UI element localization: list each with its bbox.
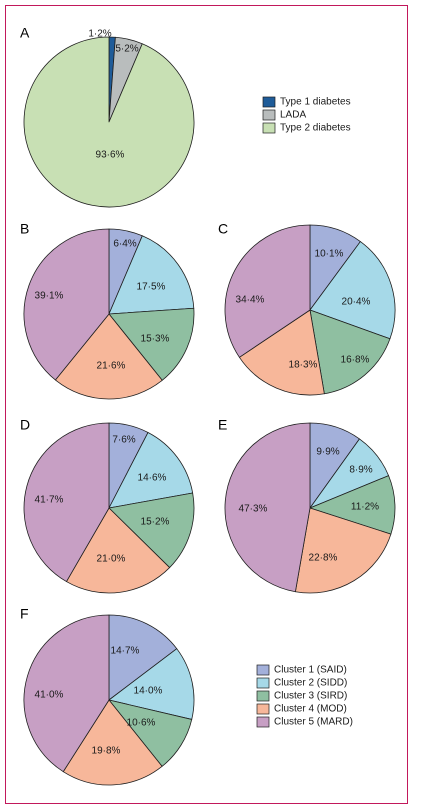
slice-label-b-1: 6·4% (113, 239, 136, 250)
panel-letter-b: B (20, 221, 29, 237)
pie-slice-b-4 (54, 313, 163, 400)
legend-swatch-f-4 (256, 703, 270, 715)
pie-slice-f-5 (23, 614, 110, 773)
legend-label-f-3: Cluster 3 (SIRD) (274, 691, 347, 702)
pie-slice-e-5 (224, 422, 311, 593)
pie-slice-c-5 (224, 224, 311, 358)
panel-letter-f: F (20, 606, 29, 622)
pie-slice-b-2 (108, 235, 195, 315)
pie-slice-a-3 (23, 36, 195, 208)
legend-swatch-f-2 (256, 677, 270, 689)
legend-f: Cluster 1 (SAID) Cluster 2 (SIDD) Cluster … (256, 664, 353, 728)
pie-slice-d-2 (108, 432, 194, 509)
legend-label-f-4: Cluster 4 (MOD) (274, 704, 347, 715)
pie-slice-c-3 (309, 309, 391, 395)
pie-slice-f-1 (108, 614, 178, 701)
slice-label-e-3: 11·2% (351, 502, 379, 513)
legend-swatch-a-3 (262, 122, 276, 134)
panel-letter-c: C (218, 221, 228, 237)
slice-label-e-1: 9·9% (316, 447, 339, 458)
slice-label-c-3: 16·8% (341, 355, 370, 366)
slice-label-f-4: 19·8% (92, 746, 121, 757)
legend-label-a-2: LADA (280, 110, 306, 121)
slice-label-a-3: 93·6% (96, 150, 125, 161)
pie-slice-d-4 (66, 507, 171, 594)
slice-label-c-5: 34·4% (236, 295, 265, 306)
legend-a: Type 1 diabetes LADA Type 2 diabetes (262, 96, 351, 134)
slice-label-b-2: 17·5% (137, 282, 166, 293)
pie-slice-d-3 (108, 492, 195, 568)
legend-label-f-1: Cluster 1 (SAID) (274, 665, 347, 676)
slice-label-c-1: 10·1% (315, 249, 344, 260)
slice-label-c-2: 20·4% (342, 297, 371, 308)
slice-label-b-5: 39·1% (35, 291, 64, 302)
pie-slice-c-4 (239, 309, 325, 396)
legend-label-f-5: Cluster 5 (MARD) (274, 717, 353, 728)
pie-slice-e-4 (295, 507, 392, 594)
pie-panel-f: F 14·7% 14·0% 10·6% 19·8% 41·0% Cluster 1 (SAI… (20, 606, 353, 786)
pie-slice-f-4 (62, 699, 163, 786)
legend-swatch-f-3 (256, 690, 270, 702)
pie-panel-c: C 10·1% 20·4% 16·8% 18·3% 34·4% (218, 221, 396, 396)
legend-swatch-a-1 (262, 96, 276, 108)
panel-letter-a: A (20, 25, 30, 41)
slice-label-f-5: 41·0% (35, 690, 64, 701)
legend-label-f-2: Cluster 2 (SIDD) (274, 678, 347, 689)
slice-label-e-5: 47·3% (239, 504, 268, 515)
slice-label-d-4: 21·0% (97, 554, 126, 565)
pie-panel-a: A 1·2% 5·2% 93·6% Type 1 diabetes LADA Type 2 … (20, 25, 351, 208)
slice-label-b-4: 21·6% (97, 361, 126, 372)
slice-label-c-4: 18·3% (289, 360, 318, 371)
panel-letter-e: E (218, 417, 227, 433)
slice-label-d-2: 14·6% (138, 473, 167, 484)
pie-slice-b-3 (108, 307, 195, 381)
slice-label-a-1: 1·2% (88, 29, 111, 40)
slice-label-b-3: 15·3% (141, 334, 170, 345)
pie-panel-b: B 6·4% 17·5% 15·3% 21·6% 39·1% (20, 221, 195, 400)
slice-label-d-1: 7·6% (112, 435, 135, 446)
pie-slice-b-5 (23, 228, 110, 381)
slice-label-d-3: 15·2% (141, 517, 170, 528)
slice-label-e-4: 22·8% (309, 553, 338, 564)
slice-label-d-5: 41·7% (35, 495, 64, 506)
pie-slice-d-5 (23, 422, 110, 582)
legend-swatch-f-5 (256, 716, 270, 728)
legend-label-a-3: Type 2 diabetes (280, 123, 351, 134)
pie-panel-d: D 7·6% 14·6% 15·2% 21·0% 41·7% (20, 417, 195, 594)
pie-slice-f-2 (108, 648, 195, 720)
legend-swatch-a-2 (262, 109, 276, 121)
slice-label-f-3: 10·6% (127, 718, 156, 729)
pie-panel-e: E 9·9% 8·9% 11·2% 22·8% 47·3% (218, 417, 396, 594)
slice-label-f-1: 14·7% (111, 646, 140, 657)
slice-label-f-2: 14·0% (134, 686, 163, 697)
panel-letter-d: D (20, 417, 30, 433)
legend-label-a-1: Type 1 diabetes (280, 97, 351, 108)
slice-label-e-2: 8·9% (349, 465, 372, 476)
legend-swatch-f-1 (256, 664, 270, 676)
pie-slice-c-2 (309, 241, 396, 340)
slice-label-a-2: 5·2% (115, 44, 138, 55)
